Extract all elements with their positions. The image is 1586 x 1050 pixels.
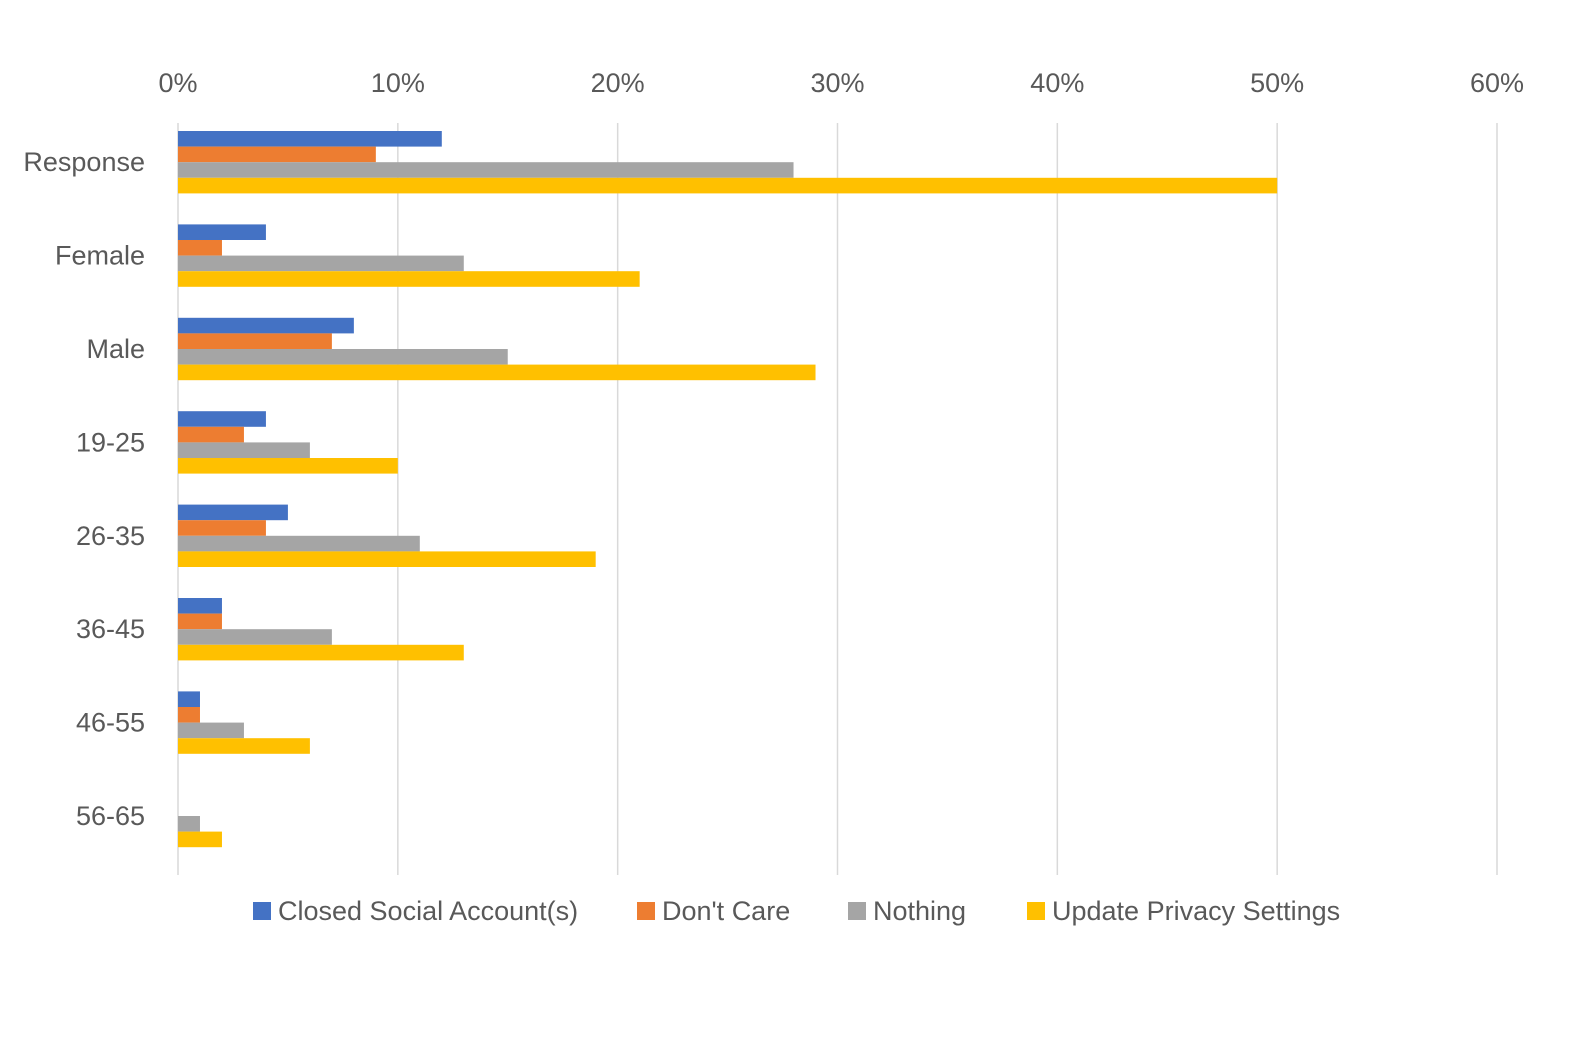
legend-label: Nothing <box>873 896 966 926</box>
bar <box>178 131 442 147</box>
bar <box>178 816 200 832</box>
x-axis-ticks: 0% 10% 20% 30% 40% 50% 60% <box>158 68 1524 98</box>
x-tick-label: 0% <box>158 68 197 98</box>
legend-swatch <box>848 902 866 920</box>
category-label: 19-25 <box>76 427 145 457</box>
bar <box>178 613 222 630</box>
bar <box>178 364 816 381</box>
bar <box>178 738 310 754</box>
category-label: 56-65 <box>76 801 145 831</box>
bar <box>178 831 222 848</box>
bar <box>178 146 376 163</box>
category-label: Response <box>23 147 145 177</box>
bar <box>178 442 310 458</box>
legend-label: Closed Social Account(s) <box>278 896 578 926</box>
bar <box>178 598 222 614</box>
category-label: 36-45 <box>76 614 145 644</box>
category-label: 46-55 <box>76 708 145 738</box>
bar <box>178 722 244 739</box>
category-labels: Response Female Male 19-25 26-35 36-45 46-55 56… <box>23 147 145 831</box>
bar <box>178 629 332 645</box>
legend-label: Update Privacy Settings <box>1052 896 1340 926</box>
bar <box>178 411 266 427</box>
legend-swatch <box>1027 902 1045 920</box>
bar <box>178 535 420 552</box>
gridlines <box>177 123 1498 875</box>
bar <box>178 504 288 521</box>
x-tick-label: 30% <box>810 68 864 98</box>
bar <box>178 333 332 349</box>
bars <box>178 131 1278 848</box>
legend: Closed Social Account(s) Don't Care Nothin… <box>253 896 1340 926</box>
bar <box>178 426 244 443</box>
bar <box>178 644 464 661</box>
bar <box>178 691 200 707</box>
x-tick-label: 20% <box>591 68 645 98</box>
legend-swatch <box>253 902 271 920</box>
x-tick-label: 40% <box>1030 68 1084 98</box>
bar <box>178 271 640 287</box>
x-tick-label: 10% <box>371 68 425 98</box>
bar <box>178 162 794 178</box>
bar <box>178 255 464 272</box>
bar <box>178 240 222 256</box>
category-label: Male <box>86 334 145 364</box>
legend-label: Don't Care <box>662 896 790 926</box>
bar <box>178 520 266 536</box>
category-label: Female <box>55 241 145 271</box>
bar <box>178 349 508 365</box>
x-tick-label: 60% <box>1470 68 1524 98</box>
bar <box>178 224 266 240</box>
bar <box>178 177 1278 194</box>
bar <box>178 551 596 567</box>
category-label: 26-35 <box>76 521 145 551</box>
bar <box>178 458 398 474</box>
legend-swatch <box>637 902 655 920</box>
bar <box>178 317 354 334</box>
bar <box>178 707 200 723</box>
x-tick-label: 50% <box>1250 68 1304 98</box>
